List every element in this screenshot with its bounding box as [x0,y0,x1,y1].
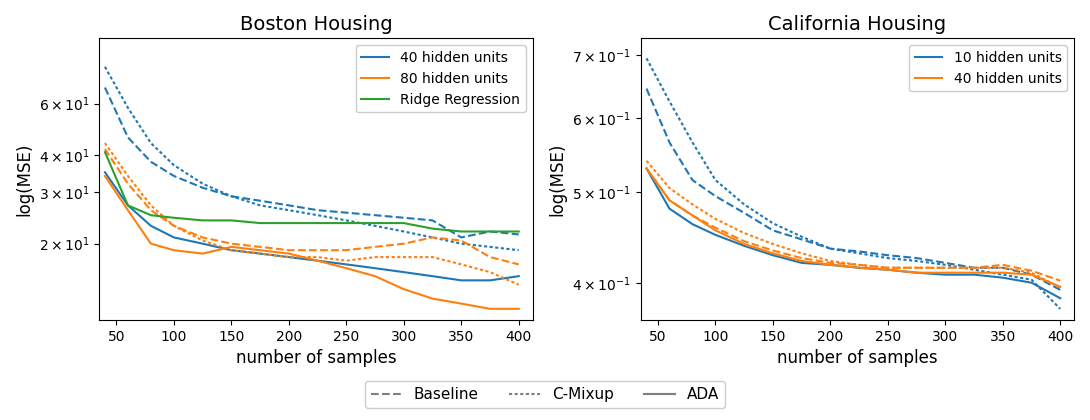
Legend: 40 hidden units, 80 hidden units, Ridge Regression: 40 hidden units, 80 hidden units, Ridge … [355,45,525,112]
Y-axis label: log(MSE): log(MSE) [548,142,567,216]
X-axis label: number of samples: number of samples [235,349,396,367]
Legend: 10 hidden units, 40 hidden units: 10 hidden units, 40 hidden units [909,45,1067,91]
Title: California Housing: California Housing [768,15,946,34]
X-axis label: number of samples: number of samples [777,349,937,367]
Title: Boston Housing: Boston Housing [240,15,392,34]
Legend: Baseline, C-Mixup, ADA: Baseline, C-Mixup, ADA [364,381,726,408]
Y-axis label: log(MSE): log(MSE) [15,142,33,216]
